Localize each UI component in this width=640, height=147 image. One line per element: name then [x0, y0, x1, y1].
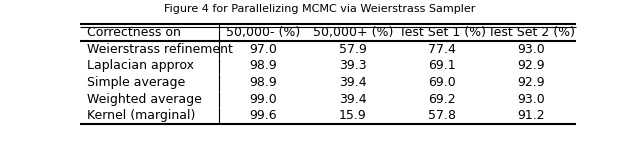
Text: Figure 4 for Parallelizing MCMC via Weierstrass Sampler: Figure 4 for Parallelizing MCMC via Weie… — [164, 4, 476, 14]
